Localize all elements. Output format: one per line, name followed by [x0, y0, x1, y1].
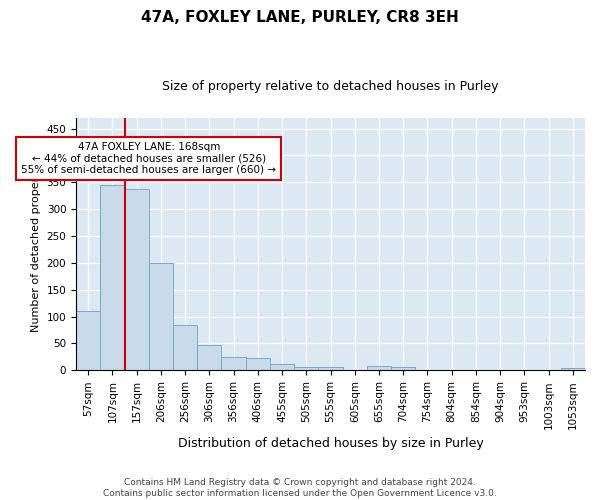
Text: 47A, FOXLEY LANE, PURLEY, CR8 3EH: 47A, FOXLEY LANE, PURLEY, CR8 3EH: [141, 10, 459, 25]
Bar: [221, 357, 246, 370]
Text: Contains HM Land Registry data © Crown copyright and database right 2024.
Contai: Contains HM Land Registry data © Crown c…: [103, 478, 497, 498]
Bar: [149, 263, 173, 370]
X-axis label: Distribution of detached houses by size in Purley: Distribution of detached houses by size …: [178, 437, 484, 450]
Bar: [561, 368, 585, 370]
Bar: [173, 324, 197, 370]
Bar: [100, 185, 125, 370]
Bar: [367, 366, 391, 370]
Title: Size of property relative to detached houses in Purley: Size of property relative to detached ho…: [162, 80, 499, 93]
Text: 47A FOXLEY LANE: 168sqm
← 44% of detached houses are smaller (526)
55% of semi-d: 47A FOXLEY LANE: 168sqm ← 44% of detache…: [21, 142, 276, 175]
Bar: [246, 358, 270, 370]
Bar: [76, 311, 100, 370]
Bar: [125, 189, 149, 370]
Bar: [294, 366, 319, 370]
Bar: [391, 366, 415, 370]
Bar: [319, 367, 343, 370]
Bar: [270, 364, 294, 370]
Bar: [197, 345, 221, 370]
Y-axis label: Number of detached properties: Number of detached properties: [31, 156, 41, 332]
